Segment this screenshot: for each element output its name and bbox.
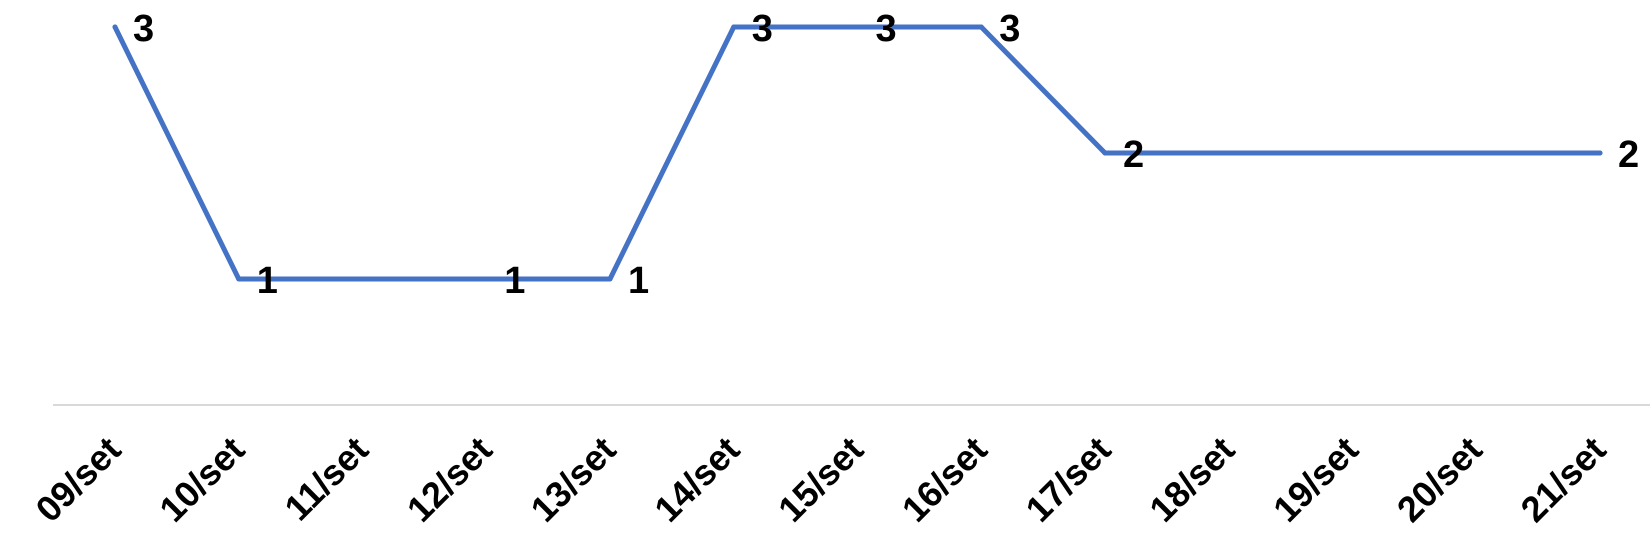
x-tick-label: 11/set (276, 429, 376, 529)
x-tick-label: 10/set (151, 429, 252, 530)
x-tick-label: 09/set (27, 429, 128, 530)
x-tick-label: 17/set (1017, 429, 1118, 530)
x-tick-label: 14/set (646, 429, 747, 530)
data-point (731, 24, 737, 30)
data-point (607, 276, 613, 282)
x-tick-label-group: 09/set 10/set 11/set 12/set 13/set 14/set 15/s… (27, 429, 1613, 530)
x-tick-label: 18/set (1141, 429, 1242, 530)
data-label: 3 (752, 8, 773, 50)
data-label-group: 3 1 1 1 3 3 3 2 2 (133, 8, 1639, 302)
x-tick-label: 13/set (522, 429, 623, 530)
data-label: 2 (1618, 134, 1639, 176)
data-point (855, 24, 860, 30)
series-line-group (112, 24, 1603, 282)
data-point (1102, 150, 1108, 156)
data-label: 2 (1123, 134, 1144, 176)
data-label: 3 (999, 8, 1020, 50)
x-tick-label: 21/set (1512, 429, 1613, 530)
data-label: 3 (133, 8, 154, 50)
data-point (483, 276, 489, 282)
data-label: 1 (504, 260, 525, 302)
data-label: 1 (628, 260, 649, 302)
x-tick-label: 16/set (894, 429, 995, 530)
series-line (112, 24, 1603, 282)
x-tick-label: 19/set (1265, 429, 1366, 530)
x-tick-label: 20/set (1389, 429, 1490, 530)
data-point (978, 24, 984, 30)
data-label: 3 (876, 8, 897, 50)
data-label: 1 (257, 260, 278, 302)
data-point (236, 276, 242, 282)
data-point (1597, 150, 1603, 156)
x-tick-label: 12/set (399, 429, 500, 530)
x-tick-label: 15/set (770, 429, 871, 530)
data-point (112, 24, 118, 30)
